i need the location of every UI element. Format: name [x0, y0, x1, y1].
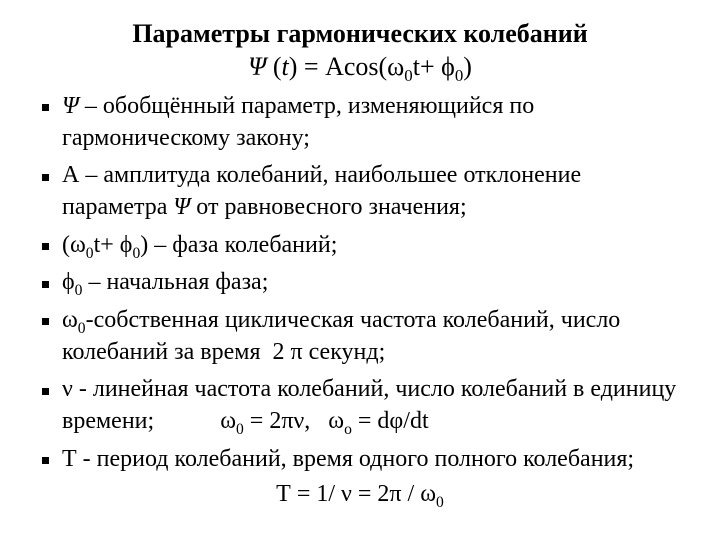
final-equation: Т = 1/ ν = 2π / ω0	[36, 481, 684, 508]
bullet-list: Ψ – обобщённый параметр, изменяющийся по…	[36, 91, 684, 475]
list-item: Ψ – обобщённый параметр, изменяющийся по…	[36, 91, 684, 154]
list-item: ϕ0 – начальная фаза;	[36, 267, 684, 299]
list-item: ω0-собственная циклическая частота колеб…	[36, 305, 684, 368]
slide: Параметры гармонических колебаний Ψ (t) …	[0, 0, 720, 540]
list-item: Т - период колебаний, время одного полно…	[36, 444, 684, 476]
list-item: (ω0t+ ϕ0) – фаза колебаний;	[36, 230, 684, 262]
main-equation: Ψ (t) = Acos(ω0t+ ϕ0)	[36, 51, 684, 84]
list-item: ν - линейная частота колебаний, число ко…	[36, 374, 684, 437]
inline-equation: ω0 = 2πν, ωо = dφ/dt	[220, 406, 428, 438]
slide-title: Параметры гармонических колебаний	[36, 18, 684, 51]
list-item: А – амплитуда колебаний, наибольшее откл…	[36, 160, 684, 223]
